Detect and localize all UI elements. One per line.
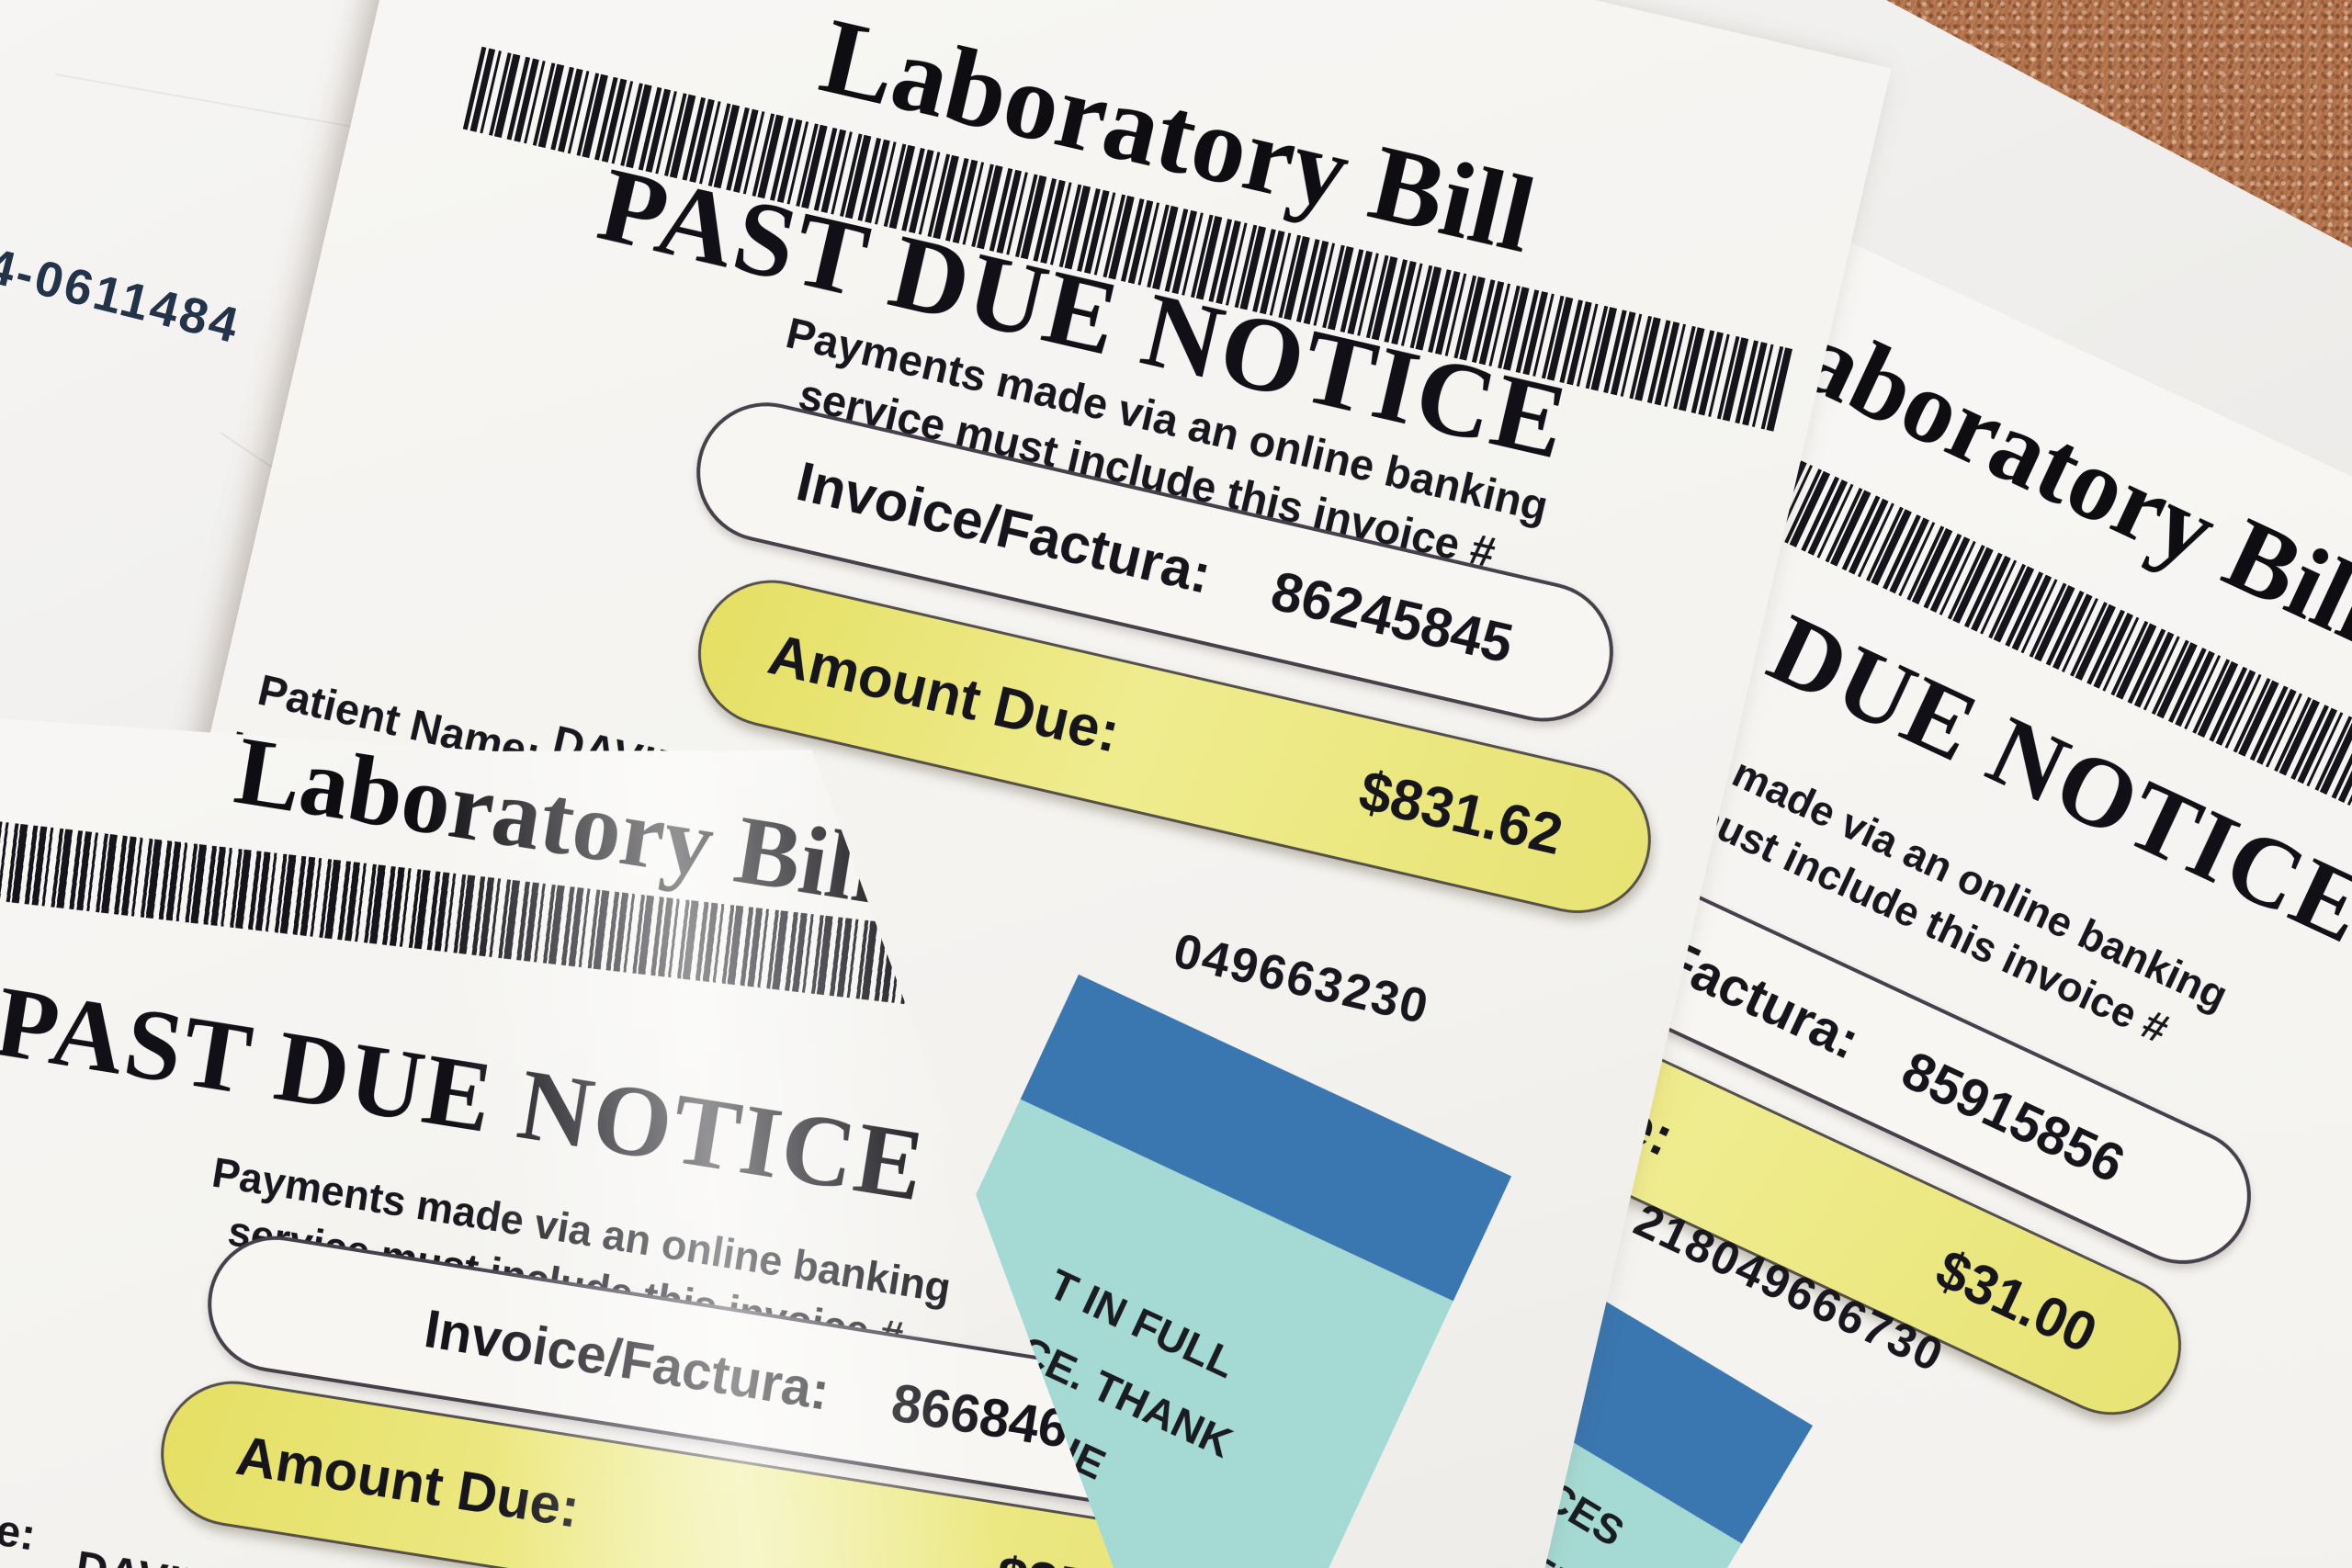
amount-due-value: $31.00 bbox=[1927, 1237, 2107, 1365]
patient-name-value: DAVID W bbox=[72, 1542, 271, 1568]
reference-number: 049663230 bbox=[1168, 923, 1435, 1035]
past-due-notice: PAST DUE NOTICE bbox=[0, 964, 933, 1223]
label-fragment: e: bbox=[0, 1506, 40, 1561]
amount-due-value: $831.62 bbox=[1353, 759, 1569, 867]
invoice-number: 86245845 bbox=[1265, 558, 1519, 675]
corner-reference-number: 84-0611484 bbox=[0, 230, 246, 355]
payments-text-line1: Payments made via an online banking bbox=[209, 1148, 955, 1313]
amount-due-label: Amount Due: bbox=[763, 622, 1125, 765]
invoice-number: 85915856 bbox=[1893, 1039, 2134, 1194]
amount-due-label: Amount Due: bbox=[232, 1424, 584, 1540]
invoice-label: Invoice/Factura: bbox=[420, 1298, 834, 1422]
payments-text-line2: service must include this invoice # bbox=[224, 1207, 907, 1360]
